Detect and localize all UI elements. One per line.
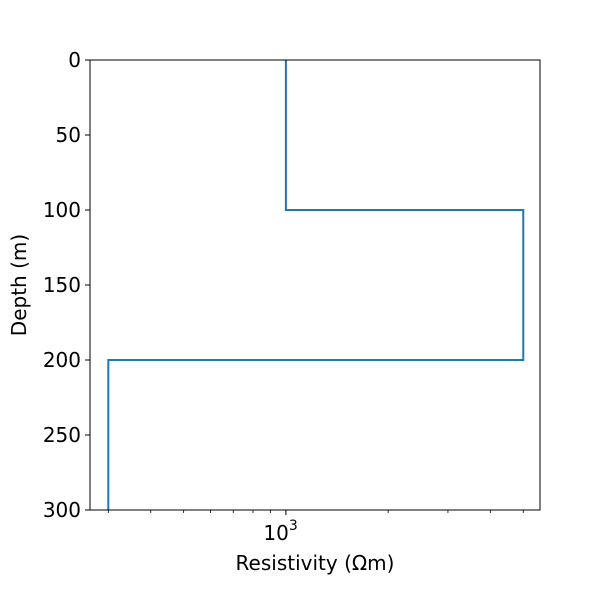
x-axis-label: Resistivity (Ωm)	[236, 551, 395, 575]
y-tick-label: 50	[56, 123, 81, 147]
y-tick-label: 250	[43, 423, 81, 447]
y-tick-label: 150	[43, 273, 81, 297]
y-tick-label: 0	[68, 48, 81, 72]
y-axis-ticks: 0 50 100 150 200 250 300	[43, 48, 90, 522]
series-line	[107, 60, 525, 510]
x-tick-label: 10 3	[263, 518, 297, 545]
series-layer	[107, 60, 525, 510]
x-tick-label-base: 10	[263, 521, 288, 545]
axes-frame	[89, 59, 541, 511]
x-axis-ticks: 10 3	[107, 510, 524, 545]
y-axis-label: Depth (m)	[7, 234, 31, 336]
y-tick-label: 100	[43, 198, 81, 222]
y-tick-label: 200	[43, 348, 81, 372]
y-tick-label: 300	[43, 498, 81, 522]
x-tick-label-exponent: 3	[289, 518, 298, 534]
